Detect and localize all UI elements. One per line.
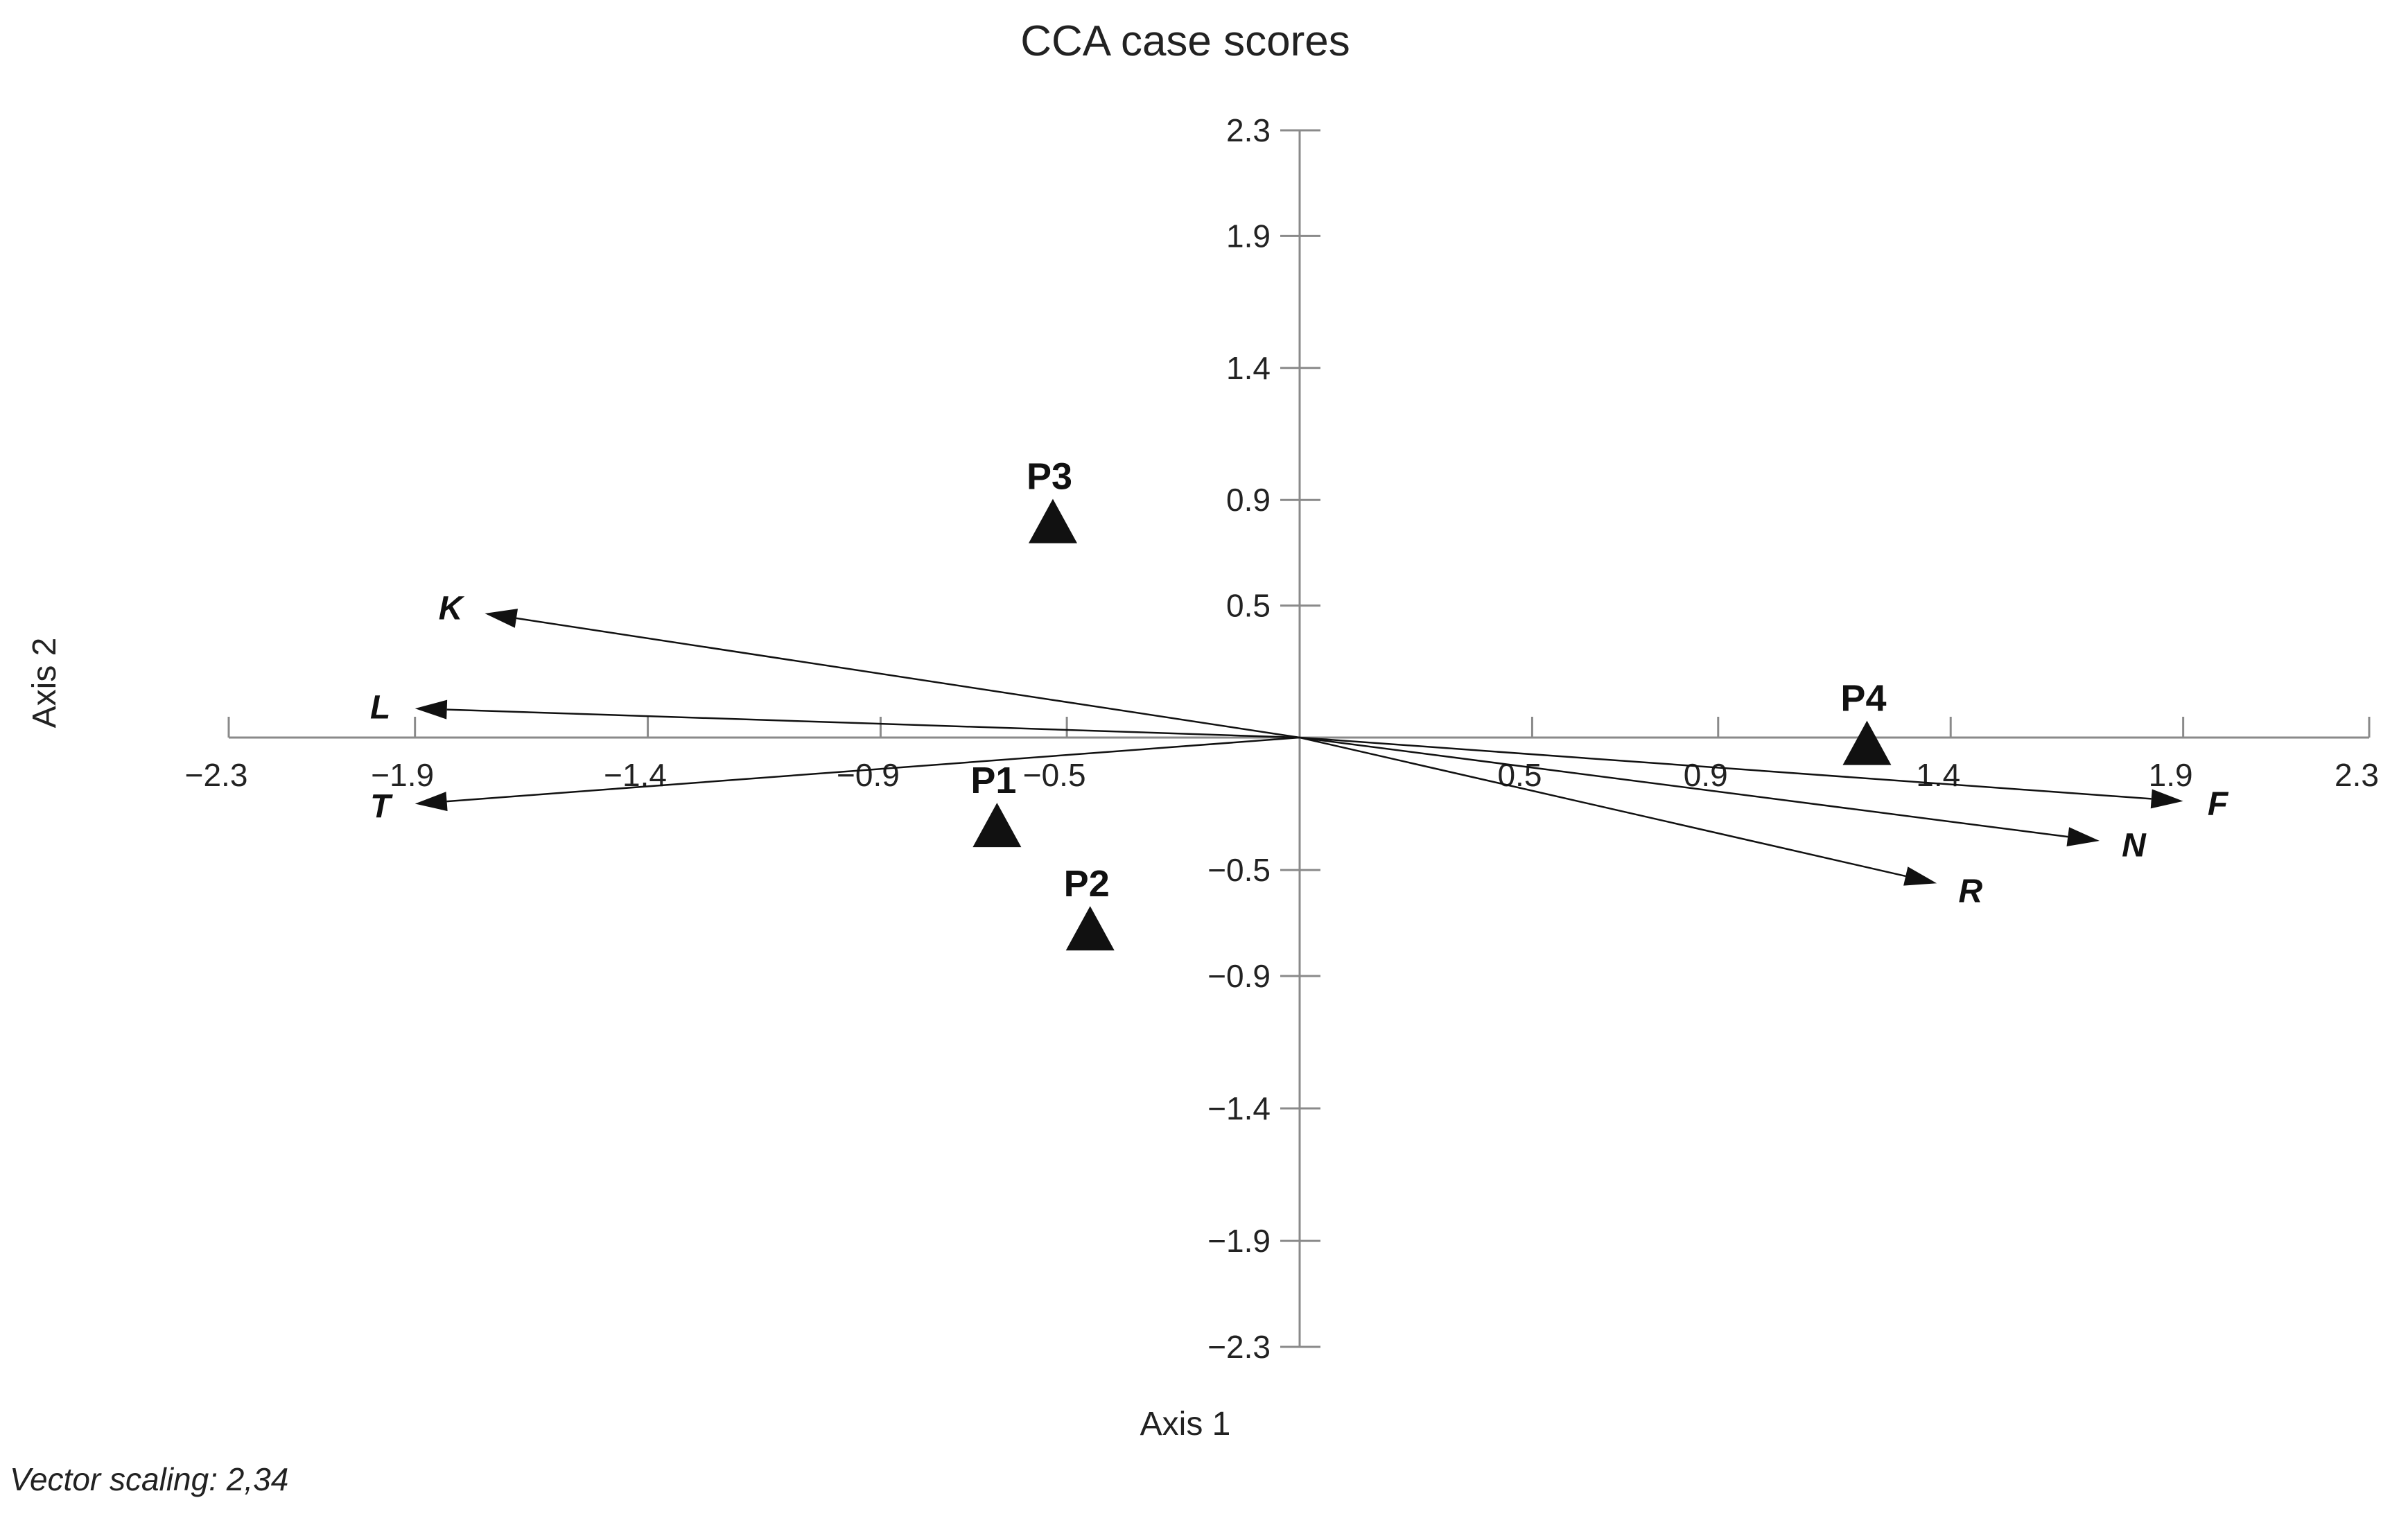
y-tick-label: −1.9 xyxy=(1207,1223,1271,1259)
vector-arrowhead-F xyxy=(2150,789,2183,809)
vector-line-K xyxy=(516,617,1300,739)
x-axis-title: Axis 1 xyxy=(1140,1406,1231,1443)
x-tick-label: −0.9 xyxy=(837,757,900,793)
vector-label-T: T xyxy=(370,788,393,825)
ticks: −2.3 −1.9 −1.4 −0.9 −0.5 0.5 0.9 1.4 1.9 2.3 2.3 1.… xyxy=(185,112,2379,1365)
vector-label-K: K xyxy=(439,590,465,627)
vector-label-L: L xyxy=(370,689,390,726)
vector-label-F: F xyxy=(2208,785,2229,822)
y-tick-label: 0.5 xyxy=(1226,588,1271,624)
y-tick-label: 1.9 xyxy=(1226,218,1271,254)
points: P1 P2 P3 P4 xyxy=(970,456,1892,951)
vector-line-T xyxy=(446,736,1300,803)
vector-arrowhead-T xyxy=(415,792,448,812)
point-marker-P3 xyxy=(1028,498,1077,543)
y-axis-title: Axis 2 xyxy=(26,638,63,729)
point-label-P1: P1 xyxy=(970,760,1016,801)
vector-label-R: R xyxy=(1958,873,1982,909)
y-tick-label: 0.9 xyxy=(1226,482,1271,518)
axes xyxy=(229,130,2369,1347)
vector-arrowhead-R xyxy=(1903,866,1937,886)
y-tick-label: −1.4 xyxy=(1207,1090,1271,1126)
x-tick-label: 1.4 xyxy=(1916,757,1960,793)
y-tick-label: −0.5 xyxy=(1207,852,1271,888)
vector-arrowhead-K xyxy=(485,609,518,628)
y-tick-label: 2.3 xyxy=(1226,112,1271,148)
vector-line-N xyxy=(1299,736,2068,838)
vector-line-F xyxy=(1299,736,2152,800)
y-tick-label: −2.3 xyxy=(1207,1329,1271,1365)
x-tick-label: −1.9 xyxy=(371,757,434,793)
point-marker-P4 xyxy=(1842,720,1892,765)
point-marker-P1 xyxy=(972,803,1022,848)
x-tick-label: −2.3 xyxy=(185,757,248,793)
vector-arrowhead-N xyxy=(2066,827,2100,847)
point-marker-P2 xyxy=(1065,906,1115,951)
x-tick-label: 2.3 xyxy=(2335,757,2379,793)
point-label-P2: P2 xyxy=(1064,863,1110,905)
x-tick-label: −0.5 xyxy=(1023,757,1086,793)
vector-arrowhead-L xyxy=(415,699,448,720)
point-label-P3: P3 xyxy=(1027,456,1072,498)
x-tick-label: 0.9 xyxy=(1684,757,1728,793)
y-tick-label: −0.9 xyxy=(1207,958,1271,994)
point-label-P4: P4 xyxy=(1840,678,1886,720)
vector-line-L xyxy=(446,708,1300,739)
x-tick-label: 1.9 xyxy=(2149,757,2193,793)
chart-title: CCA case scores xyxy=(1020,17,1350,65)
vector-line-R xyxy=(1299,736,1906,878)
vector-label-N: N xyxy=(2122,827,2147,864)
vectors: K L T F N R xyxy=(370,590,2229,909)
y-tick-label: 1.4 xyxy=(1226,350,1271,386)
vector-scaling-note: Vector scaling: 2,34 xyxy=(10,1461,288,1497)
